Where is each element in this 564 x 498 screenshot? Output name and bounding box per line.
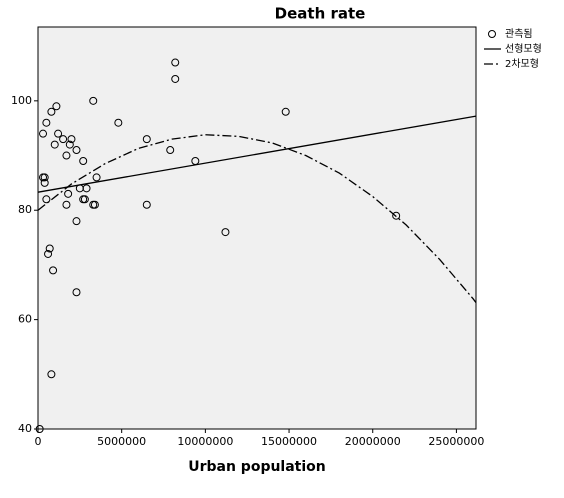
x-axis-label: Urban population bbox=[188, 459, 326, 475]
x-tick-label: 10000000 bbox=[177, 435, 233, 448]
point bbox=[72, 146, 81, 155]
point bbox=[72, 288, 81, 297]
y-tick-label: 40 bbox=[18, 422, 32, 435]
point bbox=[44, 249, 53, 258]
point bbox=[82, 184, 91, 193]
y-tick-label: 60 bbox=[18, 313, 32, 326]
legend-label: 선형모형 bbox=[505, 43, 542, 55]
point bbox=[392, 211, 401, 220]
point bbox=[281, 107, 290, 116]
x-tick-label: 0 bbox=[35, 435, 42, 448]
point bbox=[64, 189, 73, 198]
legend-symbol bbox=[488, 30, 496, 38]
point bbox=[62, 151, 71, 160]
plot-area bbox=[37, 26, 477, 430]
point bbox=[49, 266, 58, 275]
point bbox=[171, 58, 180, 67]
point bbox=[92, 173, 101, 182]
point bbox=[114, 118, 123, 127]
fit-line bbox=[37, 115, 477, 193]
point bbox=[47, 370, 56, 379]
point bbox=[47, 107, 56, 116]
point bbox=[35, 425, 44, 433]
legend-label: 관측됨 bbox=[505, 28, 533, 40]
legend-label: 2차모형 bbox=[505, 58, 539, 70]
point bbox=[90, 200, 99, 209]
point bbox=[40, 178, 49, 187]
fit-line bbox=[37, 134, 477, 304]
point bbox=[40, 173, 49, 182]
x-tick-label: 5000000 bbox=[97, 435, 146, 448]
point bbox=[79, 157, 88, 165]
point bbox=[39, 129, 48, 138]
point bbox=[171, 74, 180, 83]
point bbox=[50, 140, 59, 149]
point bbox=[221, 228, 230, 237]
x-tick-label: 25000000 bbox=[428, 435, 484, 448]
x-tick-label: 20000000 bbox=[345, 435, 401, 448]
point bbox=[52, 102, 61, 111]
point bbox=[72, 217, 81, 226]
point bbox=[42, 195, 51, 204]
point bbox=[62, 200, 71, 209]
point bbox=[54, 129, 63, 138]
point bbox=[67, 135, 76, 144]
point bbox=[59, 135, 68, 144]
point bbox=[42, 118, 51, 127]
point bbox=[65, 140, 74, 149]
x-tick-label: 15000000 bbox=[261, 435, 317, 448]
y-tick-label: 80 bbox=[18, 203, 32, 216]
point bbox=[45, 244, 54, 253]
point bbox=[89, 96, 98, 105]
y-tick-label: 100 bbox=[11, 94, 32, 107]
point bbox=[166, 146, 175, 155]
chart-title: Death rate bbox=[275, 5, 366, 23]
point bbox=[142, 135, 151, 144]
point bbox=[80, 195, 89, 204]
point bbox=[142, 200, 151, 209]
